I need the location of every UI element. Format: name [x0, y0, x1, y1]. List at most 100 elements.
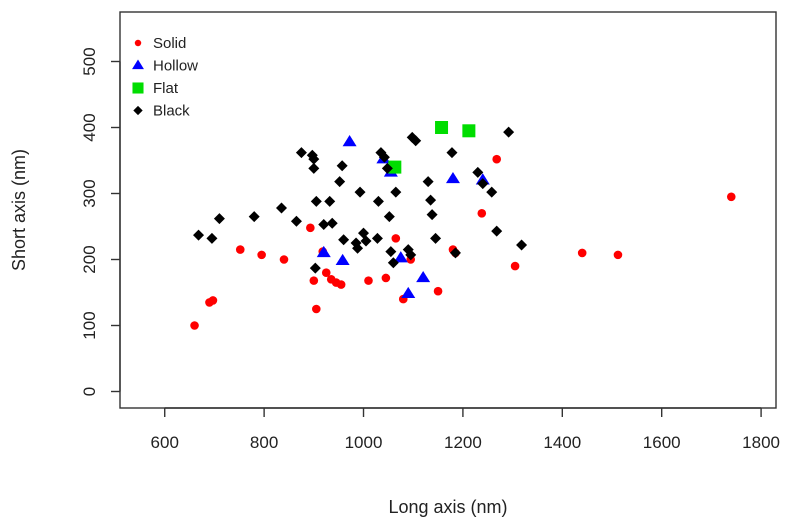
data-point [422, 176, 434, 188]
data-point [235, 245, 245, 254]
data-point [324, 195, 336, 207]
data-point [449, 247, 461, 259]
data-point [425, 194, 437, 206]
data-point [206, 232, 218, 244]
data-point [388, 160, 402, 174]
x-axis: 600 800 1000 1200 1400 1600 1800 [151, 407, 780, 452]
data-point [492, 154, 502, 164]
y-tick-label: 500 [80, 47, 99, 75]
data-point [309, 262, 321, 274]
data-point [477, 178, 489, 190]
data-point [416, 270, 431, 283]
y-tick-label: 0 [80, 387, 99, 396]
data-point [334, 176, 346, 188]
data-point [390, 186, 402, 198]
data-point [342, 135, 357, 147]
data-point [430, 232, 442, 244]
legend-item-flat: Flat [132, 80, 179, 97]
data-point [321, 268, 331, 278]
data-point [290, 215, 302, 227]
data-point [391, 234, 401, 243]
y-axis-label: Short axis (nm) [9, 149, 29, 271]
data-point [193, 229, 205, 241]
y-tick-label: 400 [80, 113, 99, 141]
data-point [318, 219, 330, 231]
data-point [364, 276, 373, 285]
data-point [726, 192, 736, 202]
data-point [433, 286, 443, 296]
legend-label: Hollow [153, 58, 198, 75]
data-point [371, 232, 383, 244]
data-point [405, 249, 417, 261]
data-point [309, 276, 319, 285]
data-point [462, 124, 476, 138]
data-point [335, 253, 350, 266]
data-point [308, 153, 320, 165]
data-point [435, 121, 449, 134]
data-point [372, 195, 384, 207]
series-solid [190, 154, 736, 330]
series-hollow [316, 135, 490, 299]
data-point [279, 255, 289, 264]
data-point [613, 250, 623, 260]
x-tick-label: 1600 [643, 433, 681, 452]
data-point [208, 296, 218, 305]
series-black [193, 126, 528, 274]
legend-item-black: Black [133, 103, 190, 120]
data-point [352, 242, 364, 254]
data-point [213, 213, 225, 225]
data-point [383, 211, 395, 223]
data-point [385, 246, 397, 258]
legend-label: Solid [153, 35, 186, 52]
data-point [248, 211, 260, 223]
data-point [381, 273, 391, 283]
data-point [276, 202, 288, 214]
x-tick-label: 600 [151, 433, 179, 452]
data-point [401, 286, 416, 299]
data-point [354, 186, 366, 198]
data-points [190, 121, 736, 330]
data-point [472, 166, 484, 178]
y-tick-label: 200 [80, 245, 99, 273]
data-point [326, 217, 338, 229]
legend-label: Flat [153, 80, 179, 97]
legend-item-solid: Solid [134, 35, 186, 52]
data-point [387, 257, 399, 269]
legend: Solid Hollow Flat Black [132, 35, 198, 120]
series-flat [388, 121, 476, 174]
data-point [516, 239, 528, 251]
legend-item-hollow: Hollow [132, 58, 198, 75]
data-point [477, 209, 487, 218]
data-point [336, 160, 348, 172]
x-axis-label: Long axis (nm) [388, 497, 507, 517]
y-tick-label: 300 [80, 179, 99, 207]
x-tick-label: 800 [250, 433, 278, 452]
data-point [338, 234, 350, 246]
x-tick-label: 1400 [543, 433, 581, 452]
data-point [486, 186, 498, 198]
data-point [306, 223, 315, 233]
legend-label: Black [153, 103, 190, 120]
data-point [308, 162, 320, 174]
data-point [190, 321, 199, 330]
data-point [316, 245, 331, 258]
y-tick-label: 100 [80, 311, 99, 339]
data-point [295, 147, 307, 159]
data-point [503, 126, 515, 138]
legend-marker [134, 39, 142, 47]
data-point [336, 280, 346, 289]
data-point [381, 162, 393, 174]
x-tick-label: 1000 [345, 433, 383, 452]
data-point [310, 195, 322, 207]
data-point [491, 225, 503, 237]
data-point [577, 248, 587, 258]
data-point [257, 250, 266, 260]
data-point [360, 235, 372, 247]
legend-marker [132, 82, 144, 94]
data-point [378, 151, 390, 163]
data-point [510, 261, 520, 271]
legend-marker [132, 59, 144, 70]
data-point [410, 135, 422, 147]
data-point [312, 304, 321, 314]
